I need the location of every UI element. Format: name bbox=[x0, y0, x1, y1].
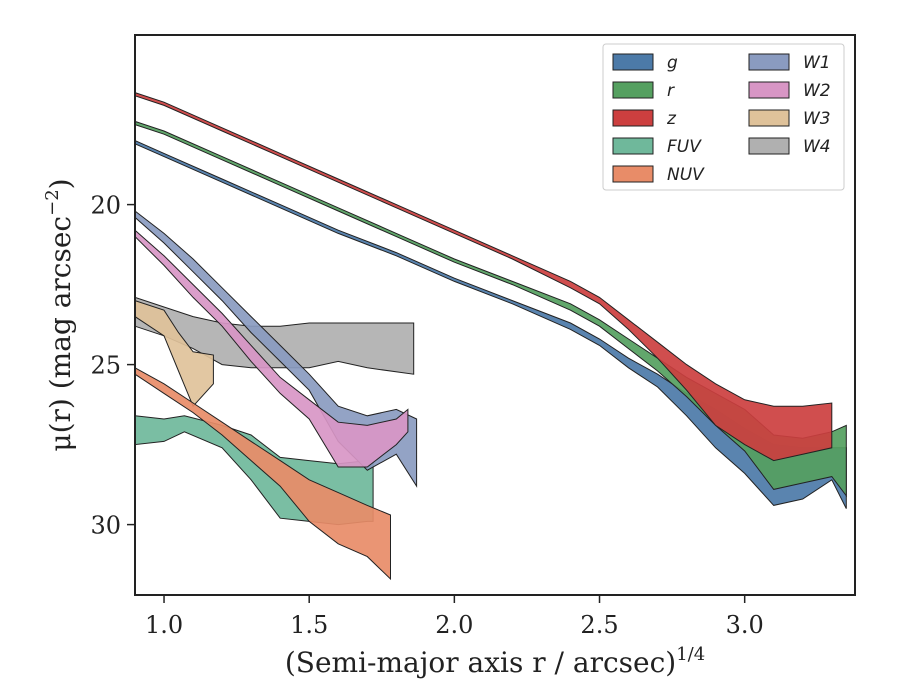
legend-swatch-w2 bbox=[749, 82, 789, 98]
y-axis-label-main: μ(r) (mag arcsec bbox=[44, 216, 77, 452]
x-tick-label: 1.5 bbox=[290, 611, 328, 639]
legend-swatch-w1 bbox=[749, 54, 789, 70]
x-axis-label: (Semi-major axis r / arcsec)1/4 bbox=[285, 644, 705, 679]
legend-label-w1: W1 bbox=[803, 53, 831, 73]
legend-swatch-w4 bbox=[749, 138, 789, 154]
legend-label-nuv: NUV bbox=[667, 165, 705, 185]
y-tick-label: 20 bbox=[90, 192, 121, 220]
legend-swatch-nuv bbox=[613, 166, 653, 182]
legend-label-w2: W2 bbox=[803, 81, 831, 101]
x-axis-label-main: (Semi-major axis r / arcsec) bbox=[285, 646, 676, 679]
legend-swatch-z bbox=[613, 110, 653, 126]
x-tick-label: 2.5 bbox=[580, 611, 618, 639]
legend-label-g: g bbox=[667, 53, 678, 73]
legend-swatch-r bbox=[613, 82, 653, 98]
x-tick-label: 3.0 bbox=[726, 611, 764, 639]
y-tick-label: 25 bbox=[90, 352, 121, 380]
x-axis-ticks: 1.0 1.5 2.0 2.5 3.0 bbox=[145, 595, 764, 639]
y-axis-ticks: 20 25 30 bbox=[90, 192, 135, 540]
x-tick-label: 2.0 bbox=[435, 611, 473, 639]
y-axis-label-sup: −2 bbox=[42, 189, 63, 216]
legend-label-r: r bbox=[667, 81, 675, 101]
legend-swatch-w3 bbox=[749, 110, 789, 126]
legend-swatch-fuv bbox=[613, 138, 653, 154]
x-axis-label-sup: 1/4 bbox=[676, 644, 705, 665]
legend-swatch-g bbox=[613, 54, 653, 70]
y-axis-label-tail: ) bbox=[44, 178, 77, 189]
legend: grz FUV NUV W1 W2 W3 W4 bbox=[603, 44, 844, 190]
x-tick-label: 1.0 bbox=[145, 611, 183, 639]
legend-label-w4: W4 bbox=[803, 137, 831, 157]
legend-label-fuv: FUV bbox=[667, 137, 702, 157]
y-tick-label: 30 bbox=[90, 512, 121, 540]
legend-label-w3: W3 bbox=[803, 109, 831, 129]
y-axis-label: μ(r) (mag arcsec−2) bbox=[42, 178, 77, 451]
legend-label-z: z bbox=[666, 109, 677, 129]
